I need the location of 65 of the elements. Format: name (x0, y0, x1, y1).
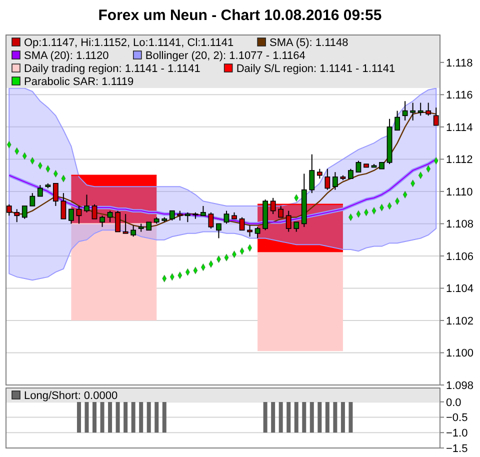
candlestick (68, 208, 74, 224)
y-tick-label: 1.118 (446, 57, 473, 70)
y-tick-label: 1.114 (446, 122, 473, 134)
candlestick (402, 100, 408, 121)
candlestick (216, 223, 222, 239)
y-tick-label: 1.116 (446, 90, 473, 102)
legend-label: SMA (20): 1.1120 (24, 50, 109, 62)
legend-label: Long/Short: 0.0000 (24, 390, 118, 402)
candlestick (394, 110, 400, 131)
candlestick (169, 210, 175, 221)
candlestick (348, 168, 354, 180)
candlestick (60, 192, 66, 220)
candlestick (122, 214, 128, 234)
candlestick (294, 222, 300, 232)
candlestick (184, 212, 190, 223)
legend-label: Parabolic SAR: 1.1119 (24, 76, 134, 88)
legend-label: Daily trading region: 1.1141 - 1.1141 (24, 63, 200, 75)
candlestick (324, 168, 330, 190)
candlestick (278, 205, 284, 218)
candlestick (356, 160, 362, 173)
candlestick (224, 210, 230, 224)
y-tick-label: 1.106 (446, 250, 474, 263)
candlestick (52, 182, 58, 206)
candlestick (107, 210, 113, 223)
y-tick-label: 1.100 (446, 348, 474, 360)
candlestick (30, 192, 36, 206)
candlestick (309, 154, 315, 194)
candlestick (433, 107, 439, 126)
candlestick (270, 197, 276, 215)
y-tick-label: 1.102 (446, 315, 474, 328)
candlestick (239, 216, 245, 231)
candlestick (426, 102, 432, 116)
y-tick-label: 1.110 (446, 186, 473, 198)
candlestick (6, 204, 12, 216)
candlestick (14, 208, 20, 223)
candlestick (418, 102, 424, 116)
candlestick (115, 210, 120, 232)
legend-label: Bollinger (20, 2): 1.1077 - 1.1164 (145, 50, 306, 62)
candlestick (92, 204, 98, 220)
candlestick (37, 184, 43, 197)
candlestick (410, 102, 416, 121)
candlestick (22, 205, 28, 220)
candlestick (84, 194, 90, 213)
candlestick (100, 215, 105, 228)
candlestick (332, 172, 338, 190)
candlestick (130, 224, 136, 238)
y-tick-label: −1.5 (446, 443, 468, 455)
legend-label: Op:1.1147, Hi:1.1152, Lo:1.1141, Cl:1.1141 (24, 37, 234, 49)
y-tick-label: 1.104 (446, 283, 474, 296)
legend-label: Daily S/L region: 1.1141 - 1.1141 (236, 63, 396, 75)
y-tick-label: −1.0 (446, 428, 468, 440)
candlestick (208, 212, 214, 230)
y-tick-label: 0.0 (446, 396, 462, 409)
candlestick (200, 205, 206, 216)
legend-label: SMA (5): 1.1148 (270, 37, 348, 49)
y-tick-label: 1.112 (446, 154, 473, 166)
candlestick (76, 205, 82, 224)
candlestick (316, 168, 322, 180)
y-tick-label: 1.098 (446, 380, 474, 392)
chart-title: Forex um Neun - Chart 10.08.2016 09:55 (98, 7, 382, 24)
y-tick-label: 1.108 (446, 218, 474, 231)
candlestick (286, 210, 292, 232)
candlestick (254, 226, 260, 239)
candlestick (177, 210, 183, 221)
y-tick-label: −0.5 (446, 412, 468, 424)
